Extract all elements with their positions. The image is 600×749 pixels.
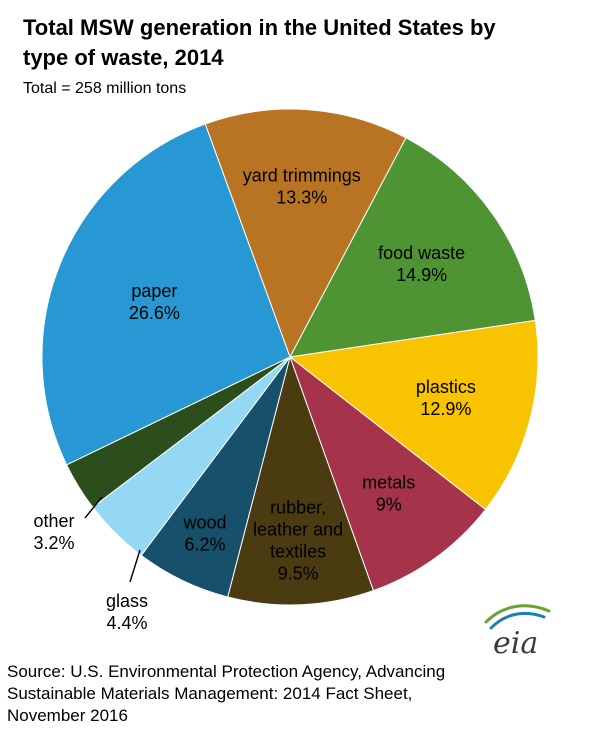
pie-label-metals: metals 9% <box>362 473 415 515</box>
pie-label-paper: paper 26.6% <box>129 281 180 323</box>
pie-label-rubber-leather-and-textiles: rubber, leather and textiles 9.5% <box>253 497 343 583</box>
chart-subtitle: Total = 258 million tons <box>23 80 187 97</box>
source-line-1: Source: U.S. Environmental Protection Ag… <box>7 662 446 681</box>
chart-title-line2: type of waste, 2014 <box>23 45 224 70</box>
source-line-3: November 2016 <box>7 706 128 725</box>
pie-label-glass: glass 4.4% <box>106 591 148 633</box>
source-line-2: Sustainable Materials Management: 2014 F… <box>7 684 413 703</box>
callout-line-other <box>84 496 103 519</box>
eia-swoosh-blue-icon <box>489 611 546 630</box>
eia-logo-text: eia <box>493 626 538 658</box>
eia-logo: eia <box>484 604 551 658</box>
callout-line-glass <box>129 549 141 583</box>
pie-slice-metals <box>288 355 487 592</box>
pie-label-wood: wood 6.2% <box>182 513 226 555</box>
pie-slice-paper <box>41 123 291 466</box>
eia-swoosh-green-icon <box>484 604 551 624</box>
pie-slice-rubber-leather-and-textiles <box>227 355 375 606</box>
pie-slice-plastics <box>288 319 539 511</box>
source-note: Source: U.S. Environmental Protection Ag… <box>7 661 445 727</box>
pie-slice-food-waste <box>289 137 536 358</box>
pie-label-yard-trimmings: yard trimmings 13.3% <box>243 165 361 207</box>
pie-label-other: other 3.2% <box>33 511 74 553</box>
pie-slice-yard-trimmings <box>204 108 407 359</box>
chart-title: Total MSW generation in the United State… <box>23 13 496 73</box>
pie-label-plastics: plastics 12.9% <box>416 377 476 419</box>
pie-label-food-waste: food waste 14.9% <box>378 243 465 285</box>
chart-title-line1: Total MSW generation in the United State… <box>23 15 496 40</box>
